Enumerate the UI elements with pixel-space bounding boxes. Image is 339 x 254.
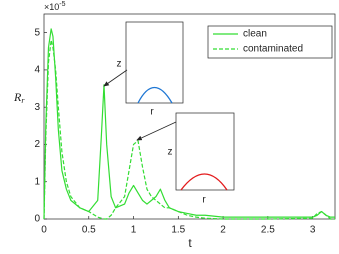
legend: clean contaminated	[207, 25, 333, 59]
inset-shape	[180, 173, 228, 191]
inset-x-label: r	[202, 195, 206, 206]
arrow	[103, 69, 128, 87]
x-tick-label: 0.5	[82, 225, 96, 236]
x-tick-label: 2	[220, 225, 226, 236]
y-tick-label: 4	[34, 65, 40, 76]
y-tick-label: 3	[34, 102, 40, 113]
inset-box	[125, 21, 184, 104]
inset-y-label: z	[168, 147, 173, 158]
y-multiplier: ×10-5	[44, 1, 66, 13]
x-tick-label: 3	[310, 225, 316, 236]
x-tick-label: 1.5	[171, 225, 185, 236]
inset: z r	[136, 112, 235, 206]
x-axis-label: t	[188, 236, 192, 250]
inset: z r	[103, 21, 184, 118]
series-line	[43, 28, 335, 220]
x-tick-label: 2.5	[261, 225, 275, 236]
y-axis-label: Rr	[13, 90, 25, 105]
inset-y-label: z	[117, 59, 122, 70]
y-tick-label: 0	[34, 214, 40, 225]
inset-box	[175, 112, 235, 191]
inset-x-label: r	[150, 107, 154, 118]
plot-area: 0 0.5 1 1.5 2 2.5 3 0 1 2 3 4 5	[34, 13, 336, 236]
y-tick-label: 2	[34, 139, 40, 150]
x-tick-label: 0	[41, 225, 47, 236]
arrow	[136, 121, 177, 141]
legend-box	[207, 25, 333, 59]
y-tick-label: 5	[34, 27, 40, 38]
y-tick-label: 1	[34, 176, 40, 187]
series-line	[43, 39, 335, 220]
x-tick-label: 1	[131, 225, 137, 236]
legend-label: contaminated	[243, 44, 303, 55]
axes-box	[43, 13, 336, 220]
legend-label: clean	[243, 29, 267, 40]
inset-shape	[137, 86, 173, 104]
